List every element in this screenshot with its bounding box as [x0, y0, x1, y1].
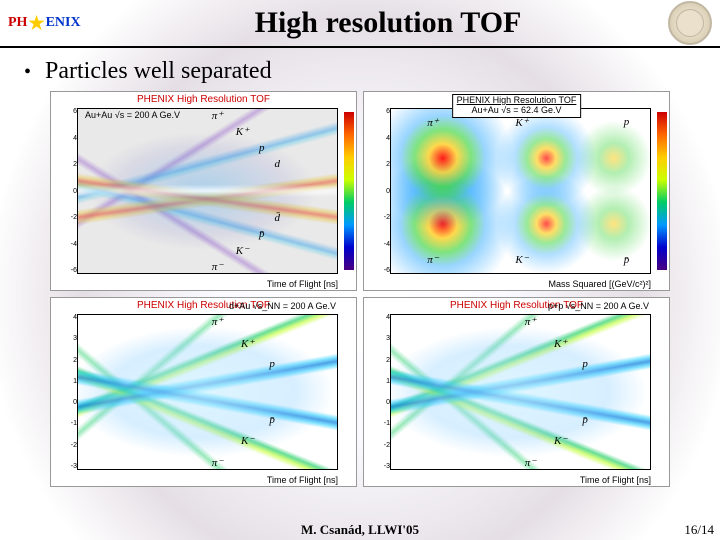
plot-auau200-tof: PHENIX High Resolution TOF Au+Au √s = 20…: [50, 91, 357, 291]
label2-pbar: p̄: [624, 254, 630, 266]
label-p: p: [259, 142, 265, 154]
seal-icon: [668, 1, 712, 45]
label-kminus: K⁻: [236, 244, 249, 257]
label2-piplus: π⁺: [427, 116, 438, 129]
plot-pp200-tof: PHENIX High Resolution TOF p+p √s_NN = 2…: [363, 297, 670, 487]
plot2-yticks: 6420-2-4-6: [378, 108, 390, 274]
header: PH ★ ENIX High resolution TOF: [0, 0, 720, 48]
phenix-logo: PH ★ ENIX: [8, 9, 108, 37]
plot3-yticks: 43210-1-2-3: [65, 314, 77, 470]
bullet-line: • Particles well separated: [0, 48, 720, 91]
plot4-xlabel: Time of Flight [ns]: [580, 475, 651, 485]
label-kplus: K⁺: [236, 125, 249, 138]
plot-dau200-tof: PHENIX High Resolution TOF d+Au √s_NN = …: [50, 297, 357, 487]
logo-enix: ENIX: [46, 15, 81, 31]
plot1-title: PHENIX High Resolution TOF: [137, 94, 270, 105]
plot1-canvas: π⁺ K⁺ p d d̄ p̄ K⁻ π⁻: [77, 108, 338, 274]
bullet-text: Particles well separated: [45, 58, 272, 84]
label2-kminus: K⁻: [515, 253, 528, 266]
footer-page: 16/14: [684, 522, 714, 538]
plot1-colorbar: [344, 112, 354, 270]
label2-kplus: K⁺: [515, 116, 528, 129]
label4-piplus: π⁺: [525, 315, 536, 328]
plot2-xlabel: Mass Squared [(GeV/c²)²]: [548, 279, 651, 289]
plots-grid: PHENIX High Resolution TOF Au+Au √s = 20…: [0, 91, 720, 487]
plot-auau62-mass2: PHENIX High Resolution TOF Au+Au √s = 62…: [363, 91, 670, 291]
plot2-title-box: PHENIX High Resolution TOF Au+Au √s = 62…: [452, 94, 582, 118]
logo-ph: PH: [8, 15, 27, 31]
plot4-canvas: π⁺ K⁺ p p̄ K⁻ π⁻: [390, 314, 651, 470]
label4-kplus: K⁺: [554, 337, 567, 350]
label-pbar: p̄: [259, 228, 265, 240]
label4-p: p: [582, 358, 588, 370]
label3-kminus: K⁻: [241, 434, 254, 447]
plot2-box-line2: Au+Au √s = 62.4 Ge.V: [457, 106, 577, 116]
plot3-canvas: π⁺ K⁺ p p̄ K⁻ π⁻: [77, 314, 338, 470]
footer-author: M. Csanád, LLWI'05: [301, 522, 419, 538]
label4-piminus: π⁻: [525, 456, 536, 469]
label-d: d: [275, 158, 281, 170]
plot1-xlabel: Time of Flight [ns]: [267, 279, 338, 289]
label3-piplus: π⁺: [212, 315, 223, 328]
label2-piminus: π⁻: [427, 253, 438, 266]
label4-kminus: K⁻: [554, 434, 567, 447]
plot4-yticks: 43210-1-2-3: [378, 314, 390, 470]
plot1-subtitle: Au+Au √s = 200 A Ge.V: [85, 110, 180, 120]
label3-p: p: [269, 358, 275, 370]
plot4-subtitle: p+p √s_NN = 200 A Ge.V: [548, 301, 649, 311]
footer: M. Csanád, LLWI'05 16/14: [0, 522, 720, 540]
label-piplus: π⁺: [212, 109, 223, 122]
plot2-colorbar: [657, 112, 667, 270]
plot2-canvas: π⁺ K⁺ p π⁻ K⁻ p̄: [390, 108, 651, 274]
label4-pbar: p̄: [582, 414, 588, 426]
page-title: High resolution TOF: [108, 6, 668, 40]
label3-piminus: π⁻: [212, 456, 223, 469]
bullet-dot-icon: •: [24, 61, 31, 83]
plot3-xlabel: Time of Flight [ns]: [267, 475, 338, 485]
plot3-subtitle: d+Au √s_NN = 200 A Ge.V: [229, 301, 336, 311]
label-dbar: d̄: [275, 212, 281, 224]
label3-pbar: p̄: [269, 414, 275, 426]
label2-p: p: [624, 116, 630, 128]
logo-star-icon: ★: [28, 13, 44, 34]
label-piminus: π⁻: [212, 260, 223, 273]
plot1-yticks: 6420-2-4-6: [65, 108, 77, 274]
label3-kplus: K⁺: [241, 337, 254, 350]
